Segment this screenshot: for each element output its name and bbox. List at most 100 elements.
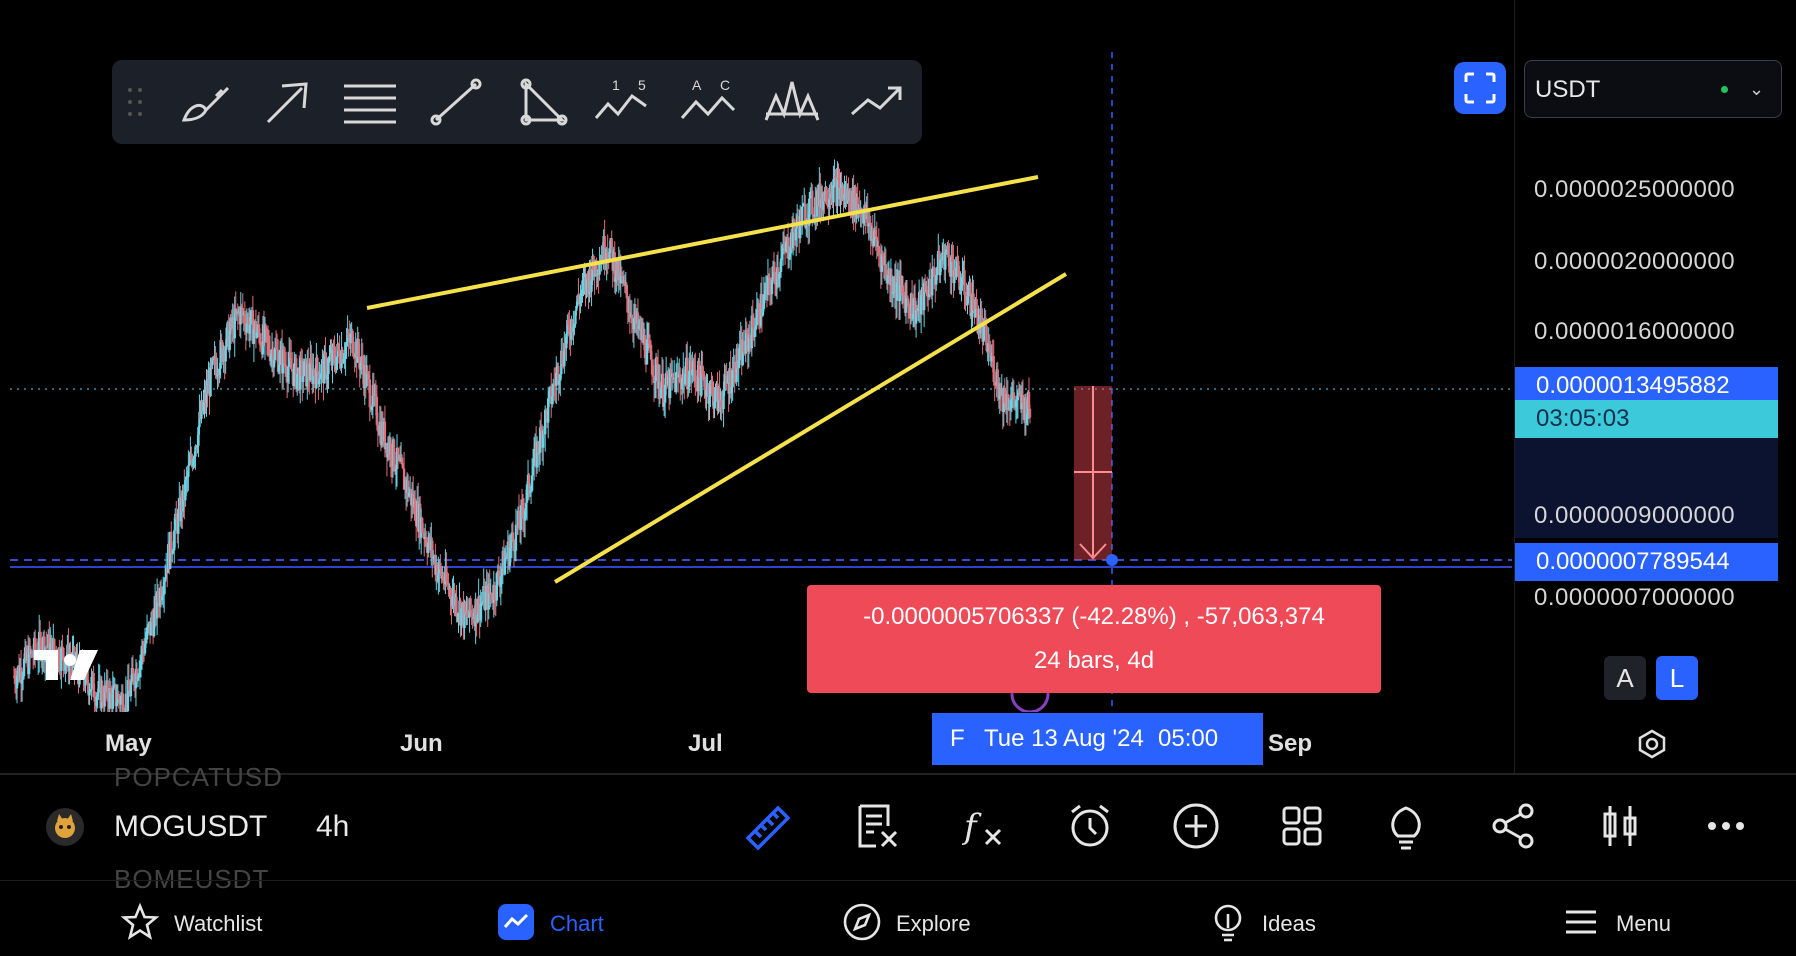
share-icon[interactable] [1488,800,1540,852]
candle-body [255,332,259,338]
candle-body [809,191,812,199]
log-scale-button[interactable]: L [1656,656,1698,700]
candle-body [455,596,458,617]
price-chart[interactable] [0,0,1512,712]
candle-body [881,254,885,257]
triangle-pattern-icon[interactable] [512,74,572,130]
candle-body [804,203,807,228]
arrow-icon[interactable] [258,74,318,130]
drag-grip-icon[interactable] [126,86,144,118]
candle-body [111,688,114,709]
candle-body [484,591,487,610]
upper-trendline[interactable] [366,175,1039,310]
candle-body [286,366,290,382]
candle-body [481,601,484,603]
candle-body [960,285,963,287]
svg-text:A: A [692,77,702,93]
candle-body [425,536,428,547]
candle-body [499,576,503,587]
candle-body [175,513,178,520]
lower-trendline[interactable] [553,272,1068,584]
chart-icon [496,902,536,942]
candle-body [656,364,660,389]
candle-body [460,608,463,626]
ruler-icon[interactable] [742,800,794,852]
nav-label: Explore [896,911,971,936]
interval-selector[interactable]: 4h [316,810,350,843]
brush-icon[interactable] [176,74,236,130]
candle-body [383,421,387,450]
trendline-icon[interactable] [426,74,486,130]
quote-currency-select[interactable]: USDT ⌄ [1524,60,1782,118]
settings-hexagon-icon[interactable] [1636,728,1668,760]
candle-body [39,631,42,638]
nav-explore[interactable]: Explore [842,898,1002,948]
head-shoulders-icon[interactable] [762,74,822,130]
nav-chart[interactable]: Chart [496,898,636,948]
candle-body [538,427,542,453]
axis-divider [1514,0,1515,774]
candle-body [550,386,553,405]
candle-body [875,236,878,247]
candle-body [782,243,786,248]
candle-body [21,676,25,680]
auto-scale-button[interactable]: A [1604,656,1646,700]
add-icon[interactable] [1170,800,1222,852]
candles-icon[interactable] [1594,800,1646,852]
candle-body [523,510,527,521]
fullscreen-button[interactable] [1454,62,1506,114]
candle-body [328,358,331,361]
more-icon[interactable] [1700,800,1752,852]
candle-body [773,271,777,284]
nav-ideas[interactable]: Ideas [1208,898,1348,948]
candle-body [92,672,95,697]
candle-body [576,295,579,306]
ideas-bulb-icon[interactable] [1380,800,1432,852]
range-anchor-point[interactable] [1106,554,1118,566]
candle-body [923,282,927,292]
horizontal-lines-icon[interactable] [340,74,400,130]
nav-watchlist[interactable]: Watchlist [120,898,280,948]
candle-body [1010,398,1014,401]
nav-menu[interactable]: Menu [1562,898,1702,948]
candle-body [736,348,739,369]
candle-body [456,615,459,617]
candle-body [737,360,740,369]
candle-body [1024,397,1028,423]
candle-body [193,456,196,459]
candle-body [225,327,228,347]
candle-body [431,540,434,559]
candle-body [849,190,852,212]
candle-body [313,369,316,376]
candle-body [173,530,176,551]
candle-body [776,267,780,280]
candle-body [867,224,870,227]
candle-body [731,370,734,388]
candle-body [698,360,701,378]
candle-body [131,668,135,674]
chevron-down-icon: ⌄ [1749,79,1765,99]
candle-body [394,469,398,472]
alarm-icon[interactable] [1064,800,1116,852]
candle-body [871,230,874,247]
candle-body [300,358,303,361]
candle-body [1003,387,1007,403]
candle-body [86,667,89,683]
candle-body [786,237,790,259]
path-icon[interactable] [848,74,908,130]
candle-body [963,270,966,295]
candle-body [209,362,212,397]
layout-grid-icon[interactable] [1276,800,1328,852]
edit-close-icon[interactable] [852,800,904,852]
candle-body [718,387,721,401]
indicators-icon[interactable]: f [958,800,1010,852]
symbol-name[interactable]: MOGUSDT [114,810,268,843]
candle-body [252,329,256,344]
candle-body [655,357,659,365]
candle-body [563,343,566,367]
price-tick: 0.0000009000000 [1534,502,1736,529]
candle-body [241,307,245,316]
